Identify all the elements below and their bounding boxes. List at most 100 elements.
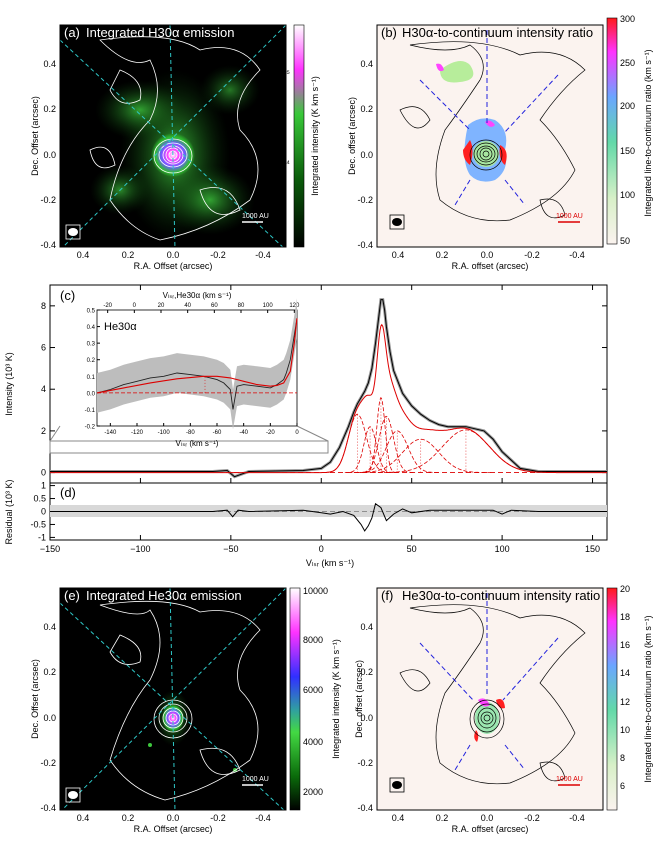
colorbar-tick: 8000 xyxy=(303,635,323,645)
y-tick-label: 0.0 xyxy=(87,391,96,397)
x-tick-label: −50 xyxy=(223,544,238,554)
y-tick: -0.4 xyxy=(357,803,373,813)
panel-title: He30α-to-continuum intensity ratio xyxy=(402,588,600,603)
observed-spectrum xyxy=(96,318,298,410)
colorbar-tick: 6 xyxy=(620,781,625,791)
inset-title: He30α xyxy=(104,321,137,333)
y-tick: 0.0 xyxy=(43,713,56,723)
inset-top-label: Vₗₛᵣ,He30α (km s⁻¹) xyxy=(163,291,232,300)
y-tick-label: -0.1 xyxy=(85,408,96,414)
colorbar-label: Integrated intensity (K km s⁻¹) xyxy=(310,76,320,196)
map-axes-top: 0.4 0.2 0.0 -0.2 -0.4 R.A. Offset (arcse… xyxy=(30,59,585,271)
scale-label: 1000 AU xyxy=(242,213,269,220)
x-tick-label: -100 xyxy=(158,430,171,436)
y-axis-label: Residual (10³ K) xyxy=(4,479,14,544)
y-tick: -0.2 xyxy=(40,195,56,205)
x-axis-label: R.A. Offset (arcsec) xyxy=(134,824,213,834)
y-tick-label: 1 xyxy=(41,481,46,491)
y-tick-label: 6 xyxy=(41,343,46,353)
y-tick: 0.2 xyxy=(43,667,56,677)
x-tick-label: -20 xyxy=(266,430,275,436)
x-tick-label: −100 xyxy=(130,544,150,554)
y-tick-label: 0.2 xyxy=(87,358,96,364)
x-tick: 0.2 xyxy=(436,813,449,823)
x-tick-label: 50 xyxy=(407,544,417,554)
y-axis-label: Intensity (10³ K) xyxy=(4,352,14,416)
residual-panel: (d) Residual (10³ K) 1 0.5 0 -0.5 -1 −150 −100… xyxy=(4,479,608,568)
x-axis-label: R.A. Offset (arcsec) xyxy=(134,261,213,271)
colorbar-tick: 12 xyxy=(620,697,630,707)
colorbar-tick: 150 xyxy=(620,146,635,156)
colorbar-tick: 250 xyxy=(620,58,635,68)
top-tick-label: -20 xyxy=(103,303,112,309)
colorbar-label: Integrated line-to-continuum ratio (km s… xyxy=(643,615,653,782)
beam-icon xyxy=(68,228,78,236)
emission-map: 1000 AU xyxy=(60,588,286,810)
y-axis-label: Dec. Offset (arcsec) xyxy=(30,659,40,739)
ratio-map: 1000 AU xyxy=(389,30,586,230)
x-tick: 0.2 xyxy=(122,813,135,823)
x-tick: -0.2 xyxy=(524,813,540,823)
x-tick: 0.4 xyxy=(392,813,405,823)
panel-title: Integrated He30α emission xyxy=(86,588,242,603)
x-tick: -0.4 xyxy=(255,250,271,260)
panel-label: (b) xyxy=(381,25,397,40)
y-tick: 0.4 xyxy=(360,622,373,632)
y-tick-label: -0.5 xyxy=(30,519,46,529)
panel-label: (d) xyxy=(60,485,76,500)
x-tick-label: 150 xyxy=(585,544,600,554)
colorbar-tick: 300 xyxy=(620,14,635,24)
y-axis-label: Dec. offset (arcsec) xyxy=(354,660,364,738)
panel-label: (c) xyxy=(60,288,75,303)
y-tick: -0.4 xyxy=(357,240,373,250)
x-tick-label: 0 xyxy=(319,544,324,554)
x-tick-label: −150 xyxy=(40,544,60,554)
ratio-map: 1000 AU xyxy=(389,593,586,793)
fit-curve xyxy=(96,318,298,394)
x-tick: 0.2 xyxy=(436,250,449,260)
spectrum-lines xyxy=(50,298,607,479)
inset-bottom-label: Vₗₛᵣ (km s⁻¹) xyxy=(176,439,219,448)
panel-e: 1000 AU (e) Integrated He30α emission 10… xyxy=(59,586,341,811)
panel-label: (a) xyxy=(64,25,80,40)
colorbar-tick: 6000 xyxy=(303,685,323,695)
x-tick-label: 100 xyxy=(495,544,510,554)
inset-zoom-box xyxy=(49,440,329,454)
colorbar-tick: 8 xyxy=(620,753,625,763)
top-tick-label: 40 xyxy=(184,303,191,309)
gaussian-component xyxy=(353,430,441,473)
y-tick: 0.2 xyxy=(360,104,373,114)
beam-icon xyxy=(68,791,78,799)
map-axes-bottom: 0.4 0.2 0.0 -0.2 -0.4 R.A. Offset (arcse… xyxy=(30,622,585,834)
y-tick-label: -0.2 xyxy=(85,425,96,431)
colorbar xyxy=(606,17,618,245)
y-tick: -0.2 xyxy=(40,758,56,768)
colorbar-tick: 14 xyxy=(620,668,630,678)
y-tick: 0.4 xyxy=(43,59,56,69)
y-tick-label: 0 xyxy=(41,468,46,478)
colorbar-tick: 10 xyxy=(620,725,630,735)
y-tick-label: -1 xyxy=(38,532,46,542)
panel-label: (f) xyxy=(381,588,393,603)
x-tick: -0.2 xyxy=(210,250,226,260)
y-tick-label: 0.3 xyxy=(87,342,96,348)
inset-connector xyxy=(49,425,61,442)
y-tick-label: 0 xyxy=(41,507,46,517)
beam-icon xyxy=(392,218,402,226)
inset-panel: He30α Vₗₛᵣ,He30α (km s⁻¹) Vₗₛᵣ (km s⁻¹) … xyxy=(85,291,300,448)
colorbar-tick: 18 xyxy=(620,612,630,622)
y-axis-label: Dec. offset (arcsec) xyxy=(347,97,357,175)
y-tick: -0.4 xyxy=(40,240,56,250)
x-tick: -0.4 xyxy=(255,813,271,823)
top-tick-label: 0 xyxy=(133,303,137,309)
x-axis-label: Vₗₛᵣ (km s⁻¹) xyxy=(306,558,354,568)
colorbar-tick: 16 xyxy=(620,640,630,650)
colorbar xyxy=(606,587,618,811)
x-axis-label: R.A. offset (arcsec) xyxy=(452,261,529,271)
colorbar-label: Integrated intensity (K km s⁻¹) xyxy=(331,639,341,759)
y-tick-label: 0.5 xyxy=(33,494,46,504)
scale-label: 1000 AU xyxy=(242,776,269,783)
y-tick-label: 0.5 xyxy=(87,309,96,315)
y-tick-label: 4 xyxy=(41,384,46,394)
x-tick: 0.0 xyxy=(481,250,494,260)
